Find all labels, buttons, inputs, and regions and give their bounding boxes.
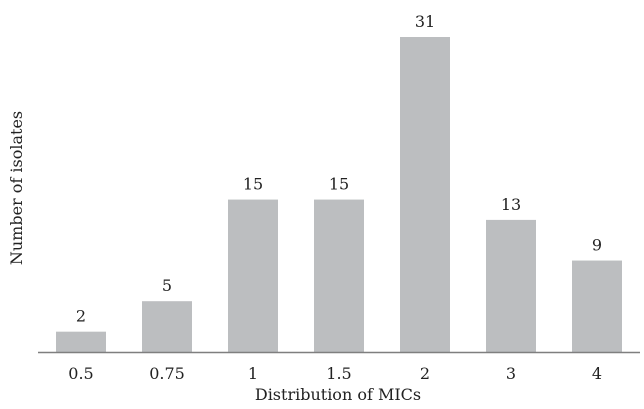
x-tick-label-1: 1 (248, 364, 258, 383)
x-tick-label-4: 4 (592, 364, 602, 383)
bar-0.75 (142, 301, 192, 352)
bar-4 (572, 260, 622, 352)
data-label-1: 15 (243, 175, 263, 194)
x-tick-labels-group: 0.5 0.75 1 1.5 2 3 4 (68, 364, 602, 383)
bar-1.5 (314, 199, 364, 352)
x-tick-label-0.75: 0.75 (149, 364, 185, 383)
data-label-3: 13 (501, 195, 521, 214)
y-axis-title: Number of isolates (7, 111, 26, 265)
data-labels-group: 2 5 15 15 31 13 9 (76, 12, 602, 326)
x-tick-label-1.5: 1.5 (326, 364, 351, 383)
data-label-2: 31 (415, 12, 435, 31)
x-tick-label-0.5: 0.5 (68, 364, 93, 383)
data-label-0.5: 2 (76, 307, 86, 326)
x-tick-label-3: 3 (506, 364, 516, 383)
data-label-4: 9 (592, 236, 602, 255)
data-label-0.75: 5 (162, 276, 172, 295)
data-label-1.5: 15 (329, 175, 349, 194)
bar-3 (486, 219, 536, 352)
bar-2 (400, 37, 450, 352)
bar-1 (228, 199, 278, 352)
x-axis-title: Distribution of MICs (255, 385, 421, 404)
bar-0.5 (56, 331, 106, 352)
x-tick-label-2: 2 (420, 364, 430, 383)
bars-group (56, 37, 622, 352)
